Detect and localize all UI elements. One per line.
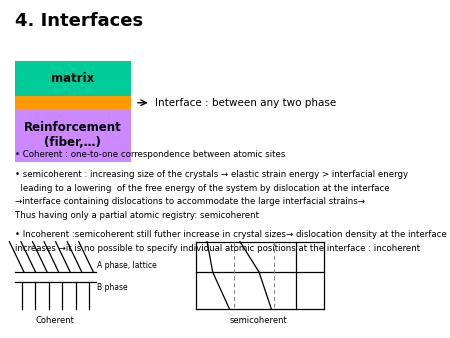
Text: B phase: B phase — [98, 283, 128, 292]
Text: Coherent: Coherent — [36, 316, 75, 325]
Bar — [15, 61, 130, 96]
Bar — [15, 109, 130, 162]
Text: • Incoherent :semicoherent still futher increase in crystal sizes→ dislocation d: • Incoherent :semicoherent still futher … — [15, 230, 446, 239]
Bar — [15, 96, 130, 109]
Text: matrix: matrix — [51, 72, 94, 85]
Text: leading to a lowering  of the free energy of the system by dislocation at the in: leading to a lowering of the free energy… — [15, 184, 390, 193]
Text: Reinforcement
(fiber,…): Reinforcement (fiber,…) — [24, 121, 122, 149]
Text: Interface : between any two phase: Interface : between any two phase — [155, 98, 337, 108]
Text: increases →it is no possible to specify individual atomic positions at the inter: increases →it is no possible to specify … — [15, 244, 420, 253]
Text: Thus having only a partial atomic registry: semicoherent: Thus having only a partial atomic regist… — [15, 211, 259, 220]
Text: semicoherent: semicoherent — [229, 316, 287, 325]
Text: →interface containing dislocations to accommodate the large interfacial strains→: →interface containing dislocations to ac… — [15, 197, 365, 206]
Text: • Coherent : one-to-one correspondence between atomic sites: • Coherent : one-to-one correspondence b… — [15, 150, 285, 160]
Text: 4. Interfaces: 4. Interfaces — [15, 12, 143, 30]
Text: • semicoherent : increasing size of the crystals → elastic strain energy > inter: • semicoherent : increasing size of the … — [15, 170, 408, 179]
Text: A phase, lattice: A phase, lattice — [98, 261, 157, 270]
